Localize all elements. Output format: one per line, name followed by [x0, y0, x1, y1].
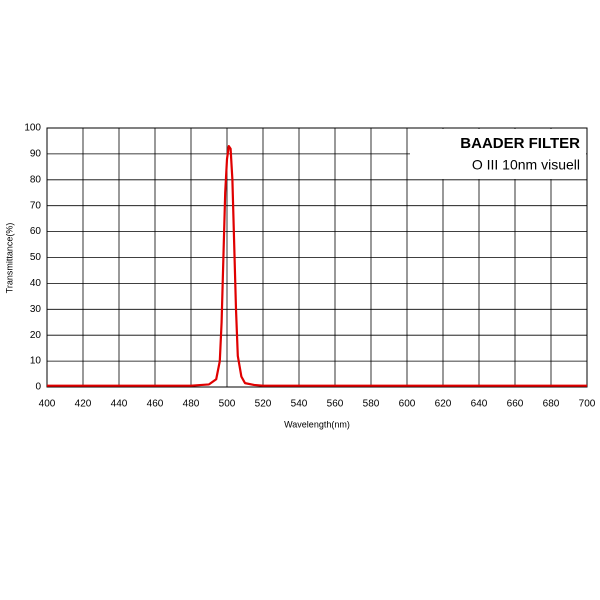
y-axis-label: Transmittance(%): [4, 223, 14, 294]
x-tick-label: 620: [435, 399, 452, 410]
x-tick-label: 660: [507, 399, 524, 410]
x-tick-label: 400: [39, 399, 56, 410]
y-tick-label: 50: [30, 252, 42, 263]
x-tick-label: 700: [579, 399, 596, 410]
x-tick-label: 440: [111, 399, 128, 410]
y-tick-label: 40: [30, 278, 42, 289]
x-tick-label: 640: [471, 399, 488, 410]
x-tick-label: 560: [327, 399, 344, 410]
y-tick-label: 100: [24, 123, 41, 134]
plot-frame: [46, 127, 588, 388]
x-axis-label: Wavelength(nm): [284, 419, 350, 429]
data-line: [47, 145, 587, 387]
x-tick-label: 480: [183, 399, 200, 410]
x-tick-label: 420: [75, 399, 92, 410]
x-tick-label: 500: [219, 399, 236, 410]
x-tick-label: 540: [291, 399, 308, 410]
y-tick-label: 80: [30, 174, 42, 185]
x-tick-label: 580: [363, 399, 380, 410]
x-tick-label: 600: [399, 399, 416, 410]
x-tick-label: 460: [147, 399, 164, 410]
y-tick-label: 30: [30, 304, 42, 315]
y-tick-label: 60: [30, 226, 42, 237]
y-tick-label: 20: [30, 330, 42, 341]
y-tick-label: 0: [35, 382, 41, 393]
chart-subtitle: O III 10nm visuell: [472, 157, 580, 173]
legend-box: [410, 129, 586, 179]
x-tick-label: 520: [255, 399, 272, 410]
chart-title: BAADER FILTER: [460, 135, 580, 152]
y-tick-label: 90: [30, 149, 42, 160]
y-tick-label: 10: [30, 356, 42, 367]
y-tick-label: 70: [30, 200, 42, 211]
x-tick-label: 680: [543, 399, 560, 410]
